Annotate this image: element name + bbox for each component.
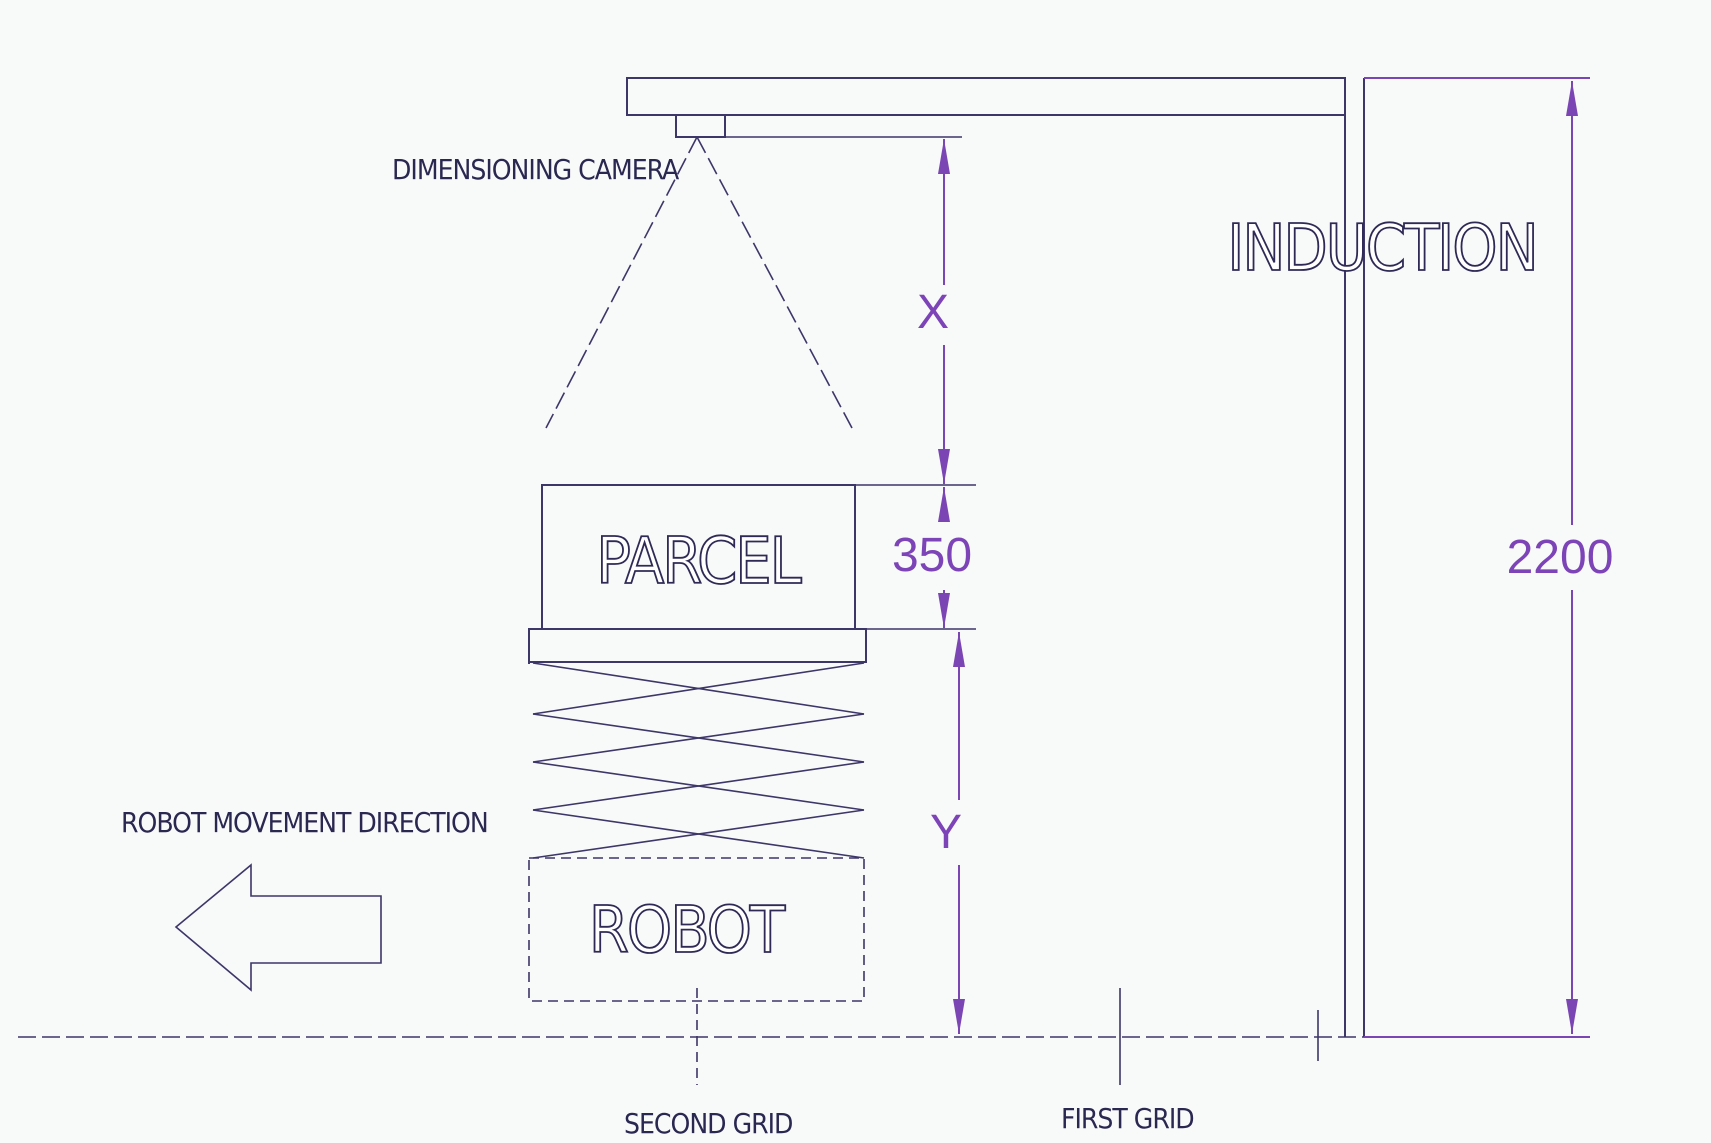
scissor-line: [532, 809, 865, 859]
dim-x-label: X: [917, 286, 949, 339]
parcel-label: PARCEL: [596, 525, 801, 599]
dimension-350: 350: [892, 487, 972, 628]
dimension-x: X: [917, 139, 950, 484]
dimension-y: Y: [930, 632, 965, 1034]
dimension-2200: 2200: [1364, 77, 1614, 1038]
robot-body: [528, 857, 865, 1002]
dim-350-arrow-top: [938, 487, 950, 522]
lift-platform: [528, 628, 867, 663]
dim-350-arrow-bottom: [938, 593, 950, 628]
dim-x-arrow-bottom: [938, 449, 950, 484]
robot-movement-arrow: [174, 863, 382, 992]
dimensioning-camera: [675, 114, 726, 138]
dim-350-label: 350: [892, 529, 972, 582]
dim-y-label: Y: [930, 806, 962, 859]
robot-lift: ROBOT: [528, 628, 867, 1002]
scissor-line: [532, 761, 865, 811]
dimensioning-camera-label: DIMENSIONING CAMERA: [392, 153, 680, 186]
induction-frame: [626, 77, 1365, 1037]
ground-line-group: [18, 988, 1590, 1085]
dim-2200-label: 2200: [1507, 531, 1614, 584]
dimensioning-camera-group: [545, 114, 962, 429]
dim-2200-arrow-bottom: [1566, 999, 1578, 1034]
dim-2200-arrow-top: [1566, 81, 1578, 116]
robot-label: ROBOT: [589, 894, 786, 968]
scissor-line: [532, 662, 865, 715]
dim-y-arrow-top: [953, 632, 965, 667]
second-grid-label: SECOND GRID: [624, 1107, 792, 1140]
scissor-line: [532, 713, 865, 763]
first-grid-label: FIRST GRID: [1061, 1102, 1194, 1135]
camera-view-left: [545, 136, 698, 429]
dim-y-arrow-bottom: [953, 999, 965, 1034]
camera-view-right: [696, 136, 853, 429]
dim-x-arrow-top: [938, 139, 950, 174]
induction-label: INDUCTION: [1227, 212, 1536, 286]
robot-movement-direction-label: ROBOT MOVEMENT DIRECTION: [121, 806, 488, 839]
